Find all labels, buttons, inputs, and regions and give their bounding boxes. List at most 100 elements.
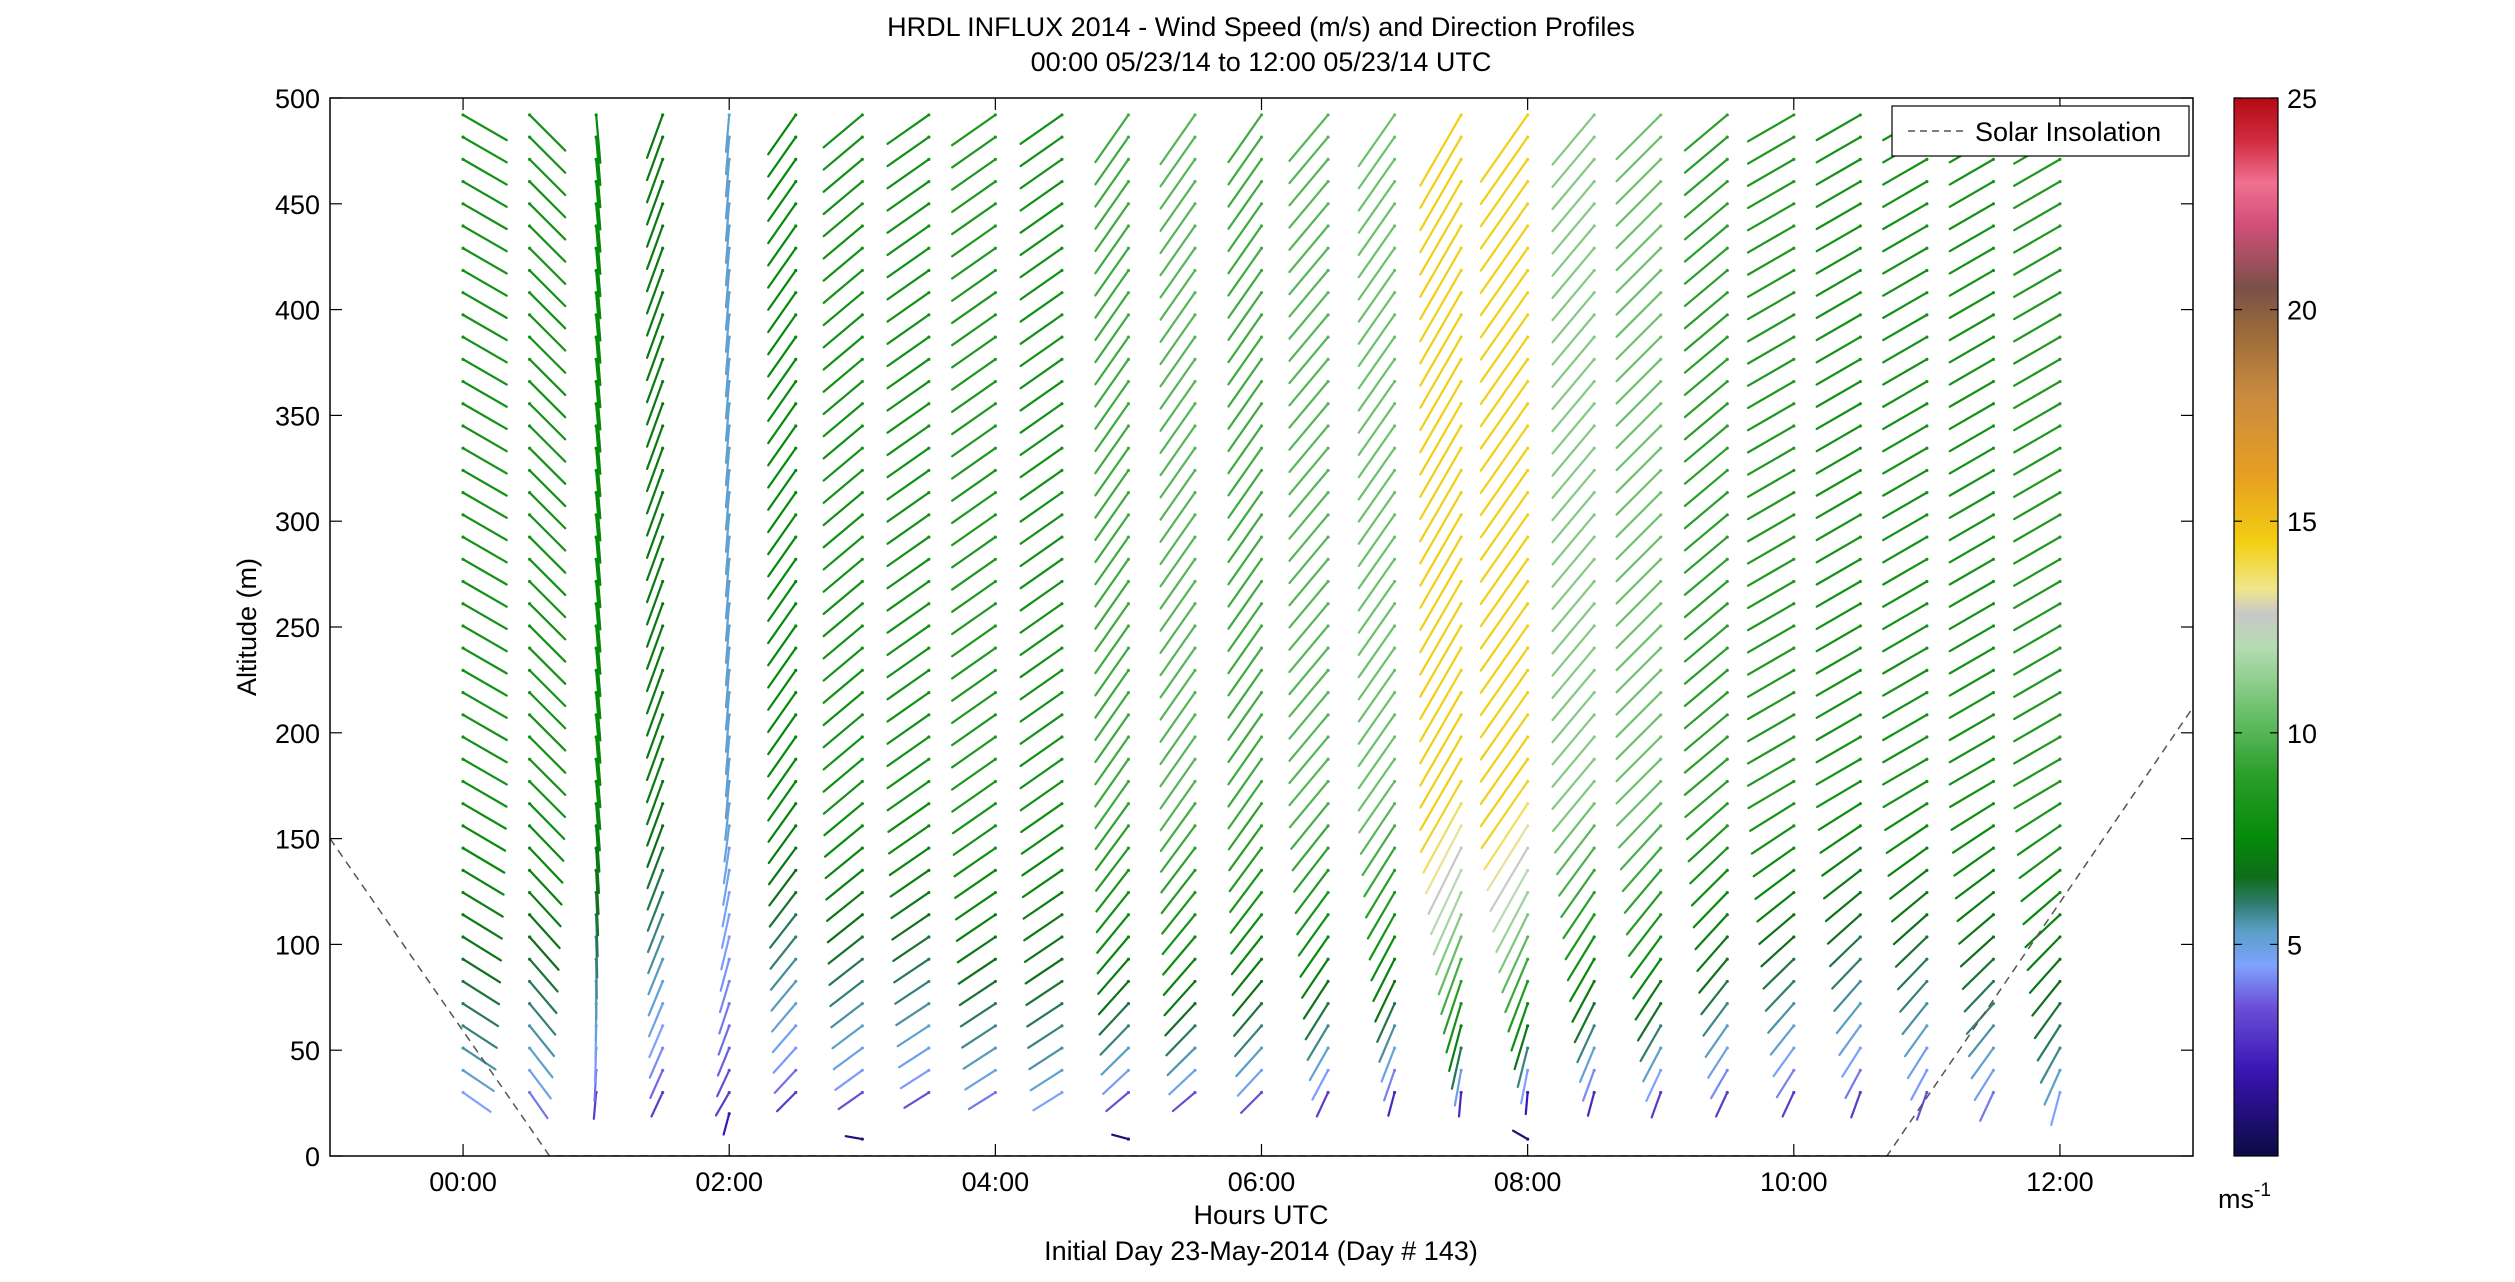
- wind-barb-base: [794, 268, 798, 273]
- wind-barb: [767, 624, 797, 667]
- wind-barb: [770, 980, 797, 1012]
- wind-barb: [1159, 269, 1197, 321]
- wind-barb: [1288, 624, 1330, 674]
- wind-barb-base: [1126, 357, 1131, 361]
- wind-barb: [1815, 358, 1862, 386]
- wind-barb-base: [794, 624, 798, 628]
- wind-barb-base: [1326, 957, 1330, 961]
- wind-barb: [1746, 202, 1795, 232]
- near-surface-wind-barb-base: [860, 1137, 864, 1141]
- wind-barb: [767, 824, 797, 865]
- wind-barb-base: [1925, 157, 1929, 161]
- wind-barb-base: [1858, 424, 1862, 428]
- wind-barb-base: [993, 913, 997, 917]
- wind-barb: [1427, 847, 1463, 915]
- wind-barb: [1884, 802, 1928, 832]
- wind-barb: [1357, 758, 1396, 812]
- wind-barb-base: [1592, 802, 1596, 806]
- wind-barb: [886, 313, 930, 345]
- wind-barb: [1882, 313, 1928, 342]
- wind-barb: [822, 291, 864, 327]
- wind-barb: [961, 1024, 997, 1049]
- wind-barb-base: [2058, 890, 2062, 895]
- wind-barb-base: [1526, 757, 1530, 761]
- wind-barb: [2013, 424, 2062, 454]
- wind-barb: [1882, 336, 1928, 364]
- wind-barb-base: [1259, 824, 1264, 828]
- wind-barb-base: [1392, 468, 1397, 473]
- wind-barb: [1094, 269, 1130, 319]
- wind-barb-base: [1592, 846, 1596, 850]
- wind-barb-base: [1792, 868, 1796, 872]
- wind-barb: [822, 647, 864, 682]
- wind-barb: [1823, 869, 1862, 900]
- wind-barb: [1019, 535, 1063, 568]
- wind-barb-base: [1126, 757, 1131, 761]
- wind-barb: [1297, 913, 1330, 957]
- wind-barb-base: [794, 1068, 798, 1072]
- wind-barb-base: [1526, 379, 1530, 384]
- wind-barb-base: [993, 579, 997, 584]
- wind-barb: [1560, 869, 1596, 918]
- wind-barb: [951, 780, 997, 813]
- wind-barb: [951, 402, 997, 436]
- wind-barb-base: [1725, 113, 1729, 117]
- wind-barb: [724, 180, 731, 220]
- wind-barb: [724, 202, 731, 242]
- wind-barb: [951, 735, 997, 769]
- wind-barb-base: [993, 246, 997, 250]
- wind-barb-base: [1526, 957, 1530, 961]
- x-axis-label-day: Initial Day 23-May-2014 (Day # 143): [1044, 1236, 1478, 1266]
- colorbar-unit: ms-1: [2218, 1180, 2271, 1214]
- wind-barb: [2013, 269, 2062, 298]
- wind-barb-base: [993, 602, 997, 606]
- wind-barb: [1899, 980, 1928, 1013]
- wind-barb-base: [461, 402, 465, 406]
- wind-barb-base: [461, 491, 465, 495]
- wind-barb-base: [1592, 690, 1596, 695]
- wind-barb: [2013, 624, 2062, 654]
- wind-barb: [1419, 224, 1463, 298]
- wind-barb-base: [1526, 557, 1530, 561]
- wind-barb: [1019, 224, 1063, 257]
- wind-barb-base: [2058, 802, 2062, 806]
- wind-barb: [1948, 535, 1995, 564]
- wind-barb: [1229, 891, 1263, 934]
- wind-barb: [772, 1046, 797, 1074]
- wind-barb: [964, 1069, 997, 1091]
- wind-barb-base: [1925, 179, 1929, 184]
- wind-barb-base: [727, 1046, 731, 1050]
- wind-barb: [1958, 913, 1995, 945]
- wind-barb: [1419, 691, 1463, 765]
- x-tick-label: 00:00: [429, 1167, 497, 1197]
- wind-barb-base: [528, 246, 532, 250]
- wind-barb: [528, 735, 567, 774]
- wind-barb: [1457, 1091, 1463, 1118]
- wind-barb-base: [1858, 313, 1862, 317]
- wind-barb-base: [1459, 313, 1463, 317]
- wind-barb-base: [2058, 446, 2062, 450]
- wind-barb-base: [1659, 179, 1663, 184]
- wind-barb: [1486, 824, 1529, 892]
- wind-barb-base: [1126, 246, 1131, 250]
- wind-barb: [1948, 580, 1995, 608]
- wind-barb: [886, 247, 930, 279]
- wind-barb-base: [1326, 646, 1330, 650]
- wind-barb-base: [1526, 357, 1530, 361]
- wind-barb: [1357, 158, 1396, 212]
- wind-barb-base: [1925, 868, 1929, 872]
- wind-barb-base: [1792, 846, 1796, 850]
- near-surface-wind-barb-base: [1126, 1137, 1131, 1141]
- wind-barb-base: [860, 602, 864, 606]
- wind-barb-base: [461, 135, 465, 139]
- wind-barb-base: [1259, 357, 1264, 361]
- wind-barb-base: [1259, 757, 1264, 761]
- wind-barb-base: [1725, 513, 1729, 517]
- wind-barb: [886, 624, 930, 656]
- wind-barb: [1906, 1046, 1928, 1080]
- wind-barb: [724, 802, 731, 841]
- wind-barb: [1882, 535, 1928, 564]
- wind-barb-base: [1060, 357, 1064, 361]
- wind-barb-base: [727, 1090, 731, 1095]
